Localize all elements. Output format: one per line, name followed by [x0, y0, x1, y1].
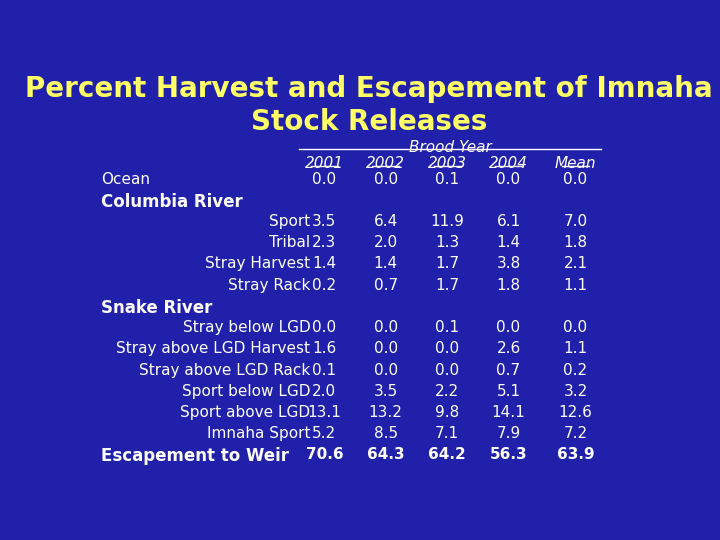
- Text: Stray above LGD Harvest: Stray above LGD Harvest: [117, 341, 310, 356]
- Text: 56.3: 56.3: [490, 447, 527, 462]
- Text: 5.2: 5.2: [312, 426, 336, 441]
- Text: Stray above LGD Rack: Stray above LGD Rack: [139, 362, 310, 377]
- Text: Sport: Sport: [269, 214, 310, 229]
- Text: 8.5: 8.5: [374, 426, 398, 441]
- Text: 12.6: 12.6: [559, 405, 593, 420]
- Text: Stray Rack: Stray Rack: [228, 278, 310, 293]
- Text: 11.9: 11.9: [430, 214, 464, 229]
- Text: 3.2: 3.2: [563, 384, 588, 399]
- Text: 0.1: 0.1: [435, 172, 459, 187]
- Text: 1.1: 1.1: [563, 341, 588, 356]
- Text: 5.1: 5.1: [496, 384, 521, 399]
- Text: 0.0: 0.0: [312, 172, 336, 187]
- Text: Brood Year: Brood Year: [408, 140, 491, 154]
- Text: 0.2: 0.2: [312, 278, 336, 293]
- Text: 0.0: 0.0: [312, 320, 336, 335]
- Text: 9.8: 9.8: [435, 405, 459, 420]
- Text: 0.0: 0.0: [374, 320, 398, 335]
- Text: 3.5: 3.5: [312, 214, 336, 229]
- Text: 0.0: 0.0: [374, 341, 398, 356]
- Text: 0.0: 0.0: [374, 172, 398, 187]
- Text: Ocean: Ocean: [101, 172, 150, 187]
- Text: Stock Releases: Stock Releases: [251, 109, 487, 137]
- Text: 0.0: 0.0: [435, 341, 459, 356]
- Text: Stray below LGD: Stray below LGD: [183, 320, 310, 335]
- Text: 7.2: 7.2: [563, 426, 588, 441]
- Text: 2002: 2002: [366, 156, 405, 171]
- Text: 2.3: 2.3: [312, 235, 336, 250]
- Text: 64.3: 64.3: [367, 447, 405, 462]
- Text: 13.2: 13.2: [369, 405, 402, 420]
- Text: 7.1: 7.1: [435, 426, 459, 441]
- Text: 0.1: 0.1: [312, 362, 336, 377]
- Text: 70.6: 70.6: [305, 447, 343, 462]
- Text: Percent Harvest and Escapement of Imnaha: Percent Harvest and Escapement of Imnaha: [25, 75, 713, 103]
- Text: 6.4: 6.4: [374, 214, 398, 229]
- Text: 1.4: 1.4: [312, 256, 336, 272]
- Text: 1.8: 1.8: [563, 235, 588, 250]
- Text: 1.6: 1.6: [312, 341, 336, 356]
- Text: 0.7: 0.7: [496, 362, 521, 377]
- Text: 2.0: 2.0: [374, 235, 398, 250]
- Text: 1.8: 1.8: [496, 278, 521, 293]
- Text: Stray Harvest: Stray Harvest: [205, 256, 310, 272]
- Text: 2001: 2001: [305, 156, 344, 171]
- Text: 1.7: 1.7: [435, 278, 459, 293]
- Text: 2.0: 2.0: [312, 384, 336, 399]
- Text: 7.9: 7.9: [496, 426, 521, 441]
- Text: 2.6: 2.6: [496, 341, 521, 356]
- Text: 14.1: 14.1: [492, 405, 526, 420]
- Text: 0.0: 0.0: [563, 172, 588, 187]
- Text: 2003: 2003: [428, 156, 467, 171]
- Text: Sport below LGD: Sport below LGD: [182, 384, 310, 399]
- Text: Escapement to Weir: Escapement to Weir: [101, 447, 289, 465]
- Text: 3.8: 3.8: [496, 256, 521, 272]
- Text: 64.2: 64.2: [428, 447, 466, 462]
- Text: Mean: Mean: [554, 156, 596, 171]
- Text: 3.5: 3.5: [374, 384, 398, 399]
- Text: 0.0: 0.0: [496, 172, 521, 187]
- Text: 1.7: 1.7: [435, 256, 459, 272]
- Text: 1.3: 1.3: [435, 235, 459, 250]
- Text: 1.4: 1.4: [374, 256, 398, 272]
- Text: 7.0: 7.0: [563, 214, 588, 229]
- Text: 6.1: 6.1: [496, 214, 521, 229]
- Text: 0.7: 0.7: [374, 278, 398, 293]
- Text: 1.1: 1.1: [563, 278, 588, 293]
- Text: 0.1: 0.1: [435, 320, 459, 335]
- Text: 2.1: 2.1: [563, 256, 588, 272]
- Text: Snake River: Snake River: [101, 299, 212, 317]
- Text: 2.2: 2.2: [435, 384, 459, 399]
- Text: Sport above LGD: Sport above LGD: [180, 405, 310, 420]
- Text: Imnaha Sport: Imnaha Sport: [207, 426, 310, 441]
- Text: 1.4: 1.4: [496, 235, 521, 250]
- Text: 2004: 2004: [489, 156, 528, 171]
- Text: 0.2: 0.2: [563, 362, 588, 377]
- Text: 63.9: 63.9: [557, 447, 594, 462]
- Text: 0.0: 0.0: [496, 320, 521, 335]
- Text: 0.0: 0.0: [435, 362, 459, 377]
- Text: 0.0: 0.0: [374, 362, 398, 377]
- Text: Columbia River: Columbia River: [101, 193, 243, 211]
- Text: Tribal: Tribal: [269, 235, 310, 250]
- Text: 0.0: 0.0: [563, 320, 588, 335]
- Text: 13.1: 13.1: [307, 405, 341, 420]
